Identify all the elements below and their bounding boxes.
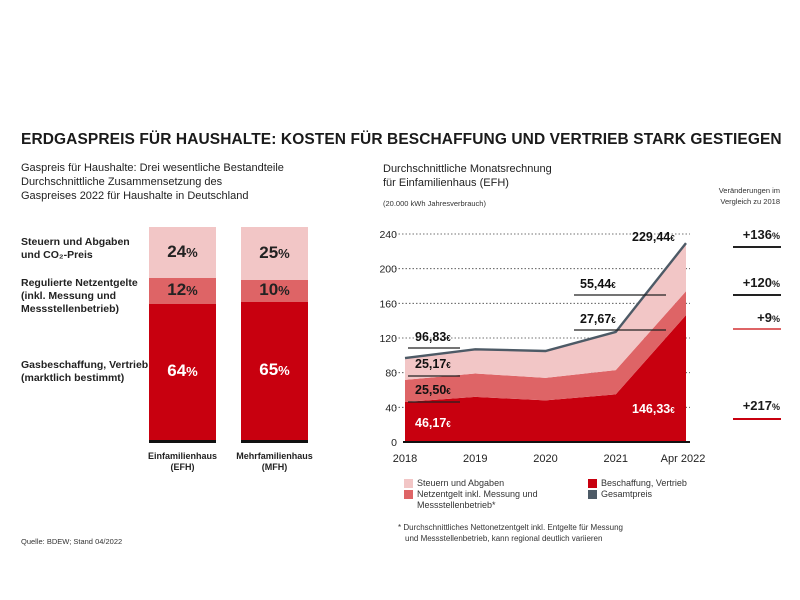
footnote-line1: * Durchschnittliches Nettonetzentgelt in… bbox=[398, 523, 624, 532]
change-header-line2: Vergleich zu 2018 bbox=[720, 197, 780, 206]
x-tick-label: Apr 2022 bbox=[661, 453, 706, 465]
legend-procure: Beschaffung, Vertrieb bbox=[601, 478, 687, 488]
right-subtitle-line2: für Einfamilienhaus (EFH) bbox=[383, 177, 509, 189]
label-grid-line3: Messstellenbetrieb) bbox=[21, 303, 120, 315]
label-procure-line1: Gasbeschaffung, Vertrieb bbox=[21, 359, 149, 371]
left-subtitle-line1: Gaspreis für Haushalte: Drei wesentliche… bbox=[21, 162, 284, 174]
data-annotation: 229,44€ bbox=[632, 230, 675, 244]
x-tick-label: 2019 bbox=[463, 453, 487, 465]
legend-swatch-total bbox=[588, 490, 597, 499]
y-tick-label: 120 bbox=[379, 333, 397, 345]
consumption-note: (20.000 kWh Jahresverbrauch) bbox=[383, 199, 486, 208]
area-series bbox=[405, 243, 686, 380]
legend-grid-line1: Netzentgelt inkl. Messung und bbox=[417, 489, 538, 499]
source-note: Quelle: BDEW; Stand 04/2022 bbox=[21, 537, 123, 546]
left-subtitle-line2: Durchschnittliche Zusammensetzung des bbox=[21, 176, 223, 188]
right-subtitle-line1: Durchschnittliche Monatsrechnung bbox=[383, 163, 552, 175]
data-annotation: 25,50€ bbox=[415, 383, 451, 397]
y-tick-label: 240 bbox=[379, 229, 397, 241]
label-grid-line1: Regulierte Netzentgelte bbox=[21, 277, 138, 289]
data-annotation: 25,17€ bbox=[415, 357, 451, 371]
y-tick-label: 200 bbox=[379, 264, 397, 276]
change-header-line1: Veränderungen im bbox=[718, 186, 780, 195]
y-tick-label: 40 bbox=[385, 402, 397, 414]
y-tick-label: 80 bbox=[385, 368, 397, 380]
data-annotation: 146,33€ bbox=[632, 402, 675, 416]
legend-total: Gesamtpreis bbox=[601, 489, 653, 499]
y-tick-label: 0 bbox=[391, 437, 397, 449]
x-tick-label: 2020 bbox=[533, 453, 557, 465]
change-netz-rule bbox=[733, 328, 781, 330]
data-annotation: 27,67€ bbox=[580, 312, 616, 326]
page-title: ERDGASPREIS FÜR HAUSHALTE: KOSTEN FÜR BE… bbox=[21, 131, 782, 148]
legend-swatch-grid bbox=[404, 490, 413, 499]
area-series bbox=[405, 315, 686, 442]
total-price-line bbox=[404, 242, 687, 360]
label-taxes-line1: Steuern und Abgaben bbox=[21, 236, 130, 248]
change-procure-percent: +9% bbox=[757, 310, 780, 325]
data-annotation: 46,17€ bbox=[415, 416, 451, 430]
label-taxes-line2: und CO₂-Preis bbox=[21, 249, 93, 261]
change-grid: +120% bbox=[742, 275, 780, 290]
label-grid-line2: (inkl. Messung und bbox=[21, 290, 117, 302]
change-grid-rule bbox=[733, 294, 781, 296]
legend-swatch-taxes bbox=[404, 479, 413, 488]
change-taxes-rule bbox=[733, 246, 781, 248]
left-subtitle-line3: Gaspreises 2022 für Haushalte in Deutsch… bbox=[21, 190, 249, 202]
x-tick-label: 2018 bbox=[393, 453, 417, 465]
change-beschaffung-rule bbox=[733, 418, 781, 420]
y-tick-label: 160 bbox=[379, 298, 397, 310]
legend-swatch-procure bbox=[588, 479, 597, 488]
legend-grid-line2: Messstellenbetrieb* bbox=[417, 500, 496, 510]
label-procure-line2: (marktlich bestimmt) bbox=[21, 372, 125, 384]
area-series bbox=[405, 291, 686, 402]
footnote-line2: und Messstellenbetrieb, kann regional de… bbox=[405, 534, 603, 543]
x-tick-label: 2021 bbox=[604, 453, 628, 465]
change-taxes: +136% bbox=[742, 227, 780, 242]
data-annotation: 96,83€ bbox=[415, 330, 451, 344]
data-annotation: 55,44€ bbox=[580, 277, 616, 291]
legend-taxes: Steuern und Abgaben bbox=[417, 478, 505, 488]
change-beschaffung: +217% bbox=[742, 398, 780, 413]
